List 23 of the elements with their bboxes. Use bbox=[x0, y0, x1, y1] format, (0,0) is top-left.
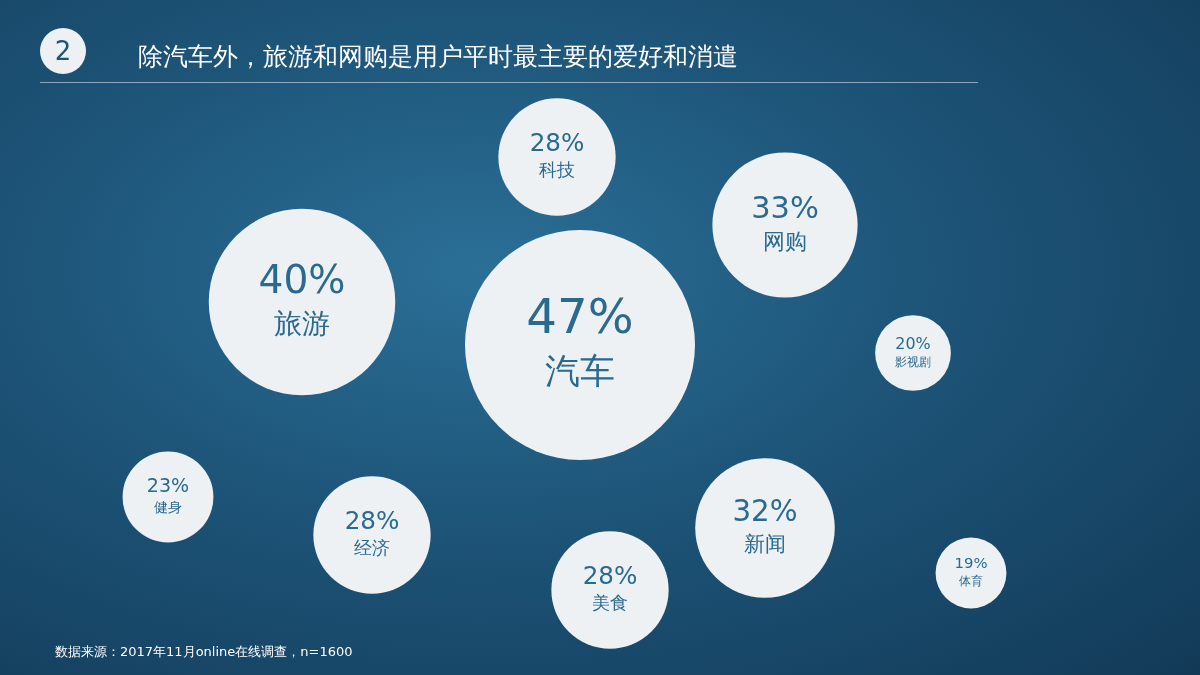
category-label: 影视剧 bbox=[895, 354, 931, 369]
data-label: 28% bbox=[529, 128, 585, 158]
category-label: 美食 bbox=[592, 593, 628, 614]
category-label: 旅游 bbox=[274, 306, 330, 340]
data-label: 28% bbox=[344, 506, 400, 536]
category-label: 经济 bbox=[354, 538, 390, 559]
category-label: 体育 bbox=[959, 574, 983, 589]
data-label: 40% bbox=[258, 256, 346, 302]
data-label: 19% bbox=[954, 554, 988, 573]
source-note: 数据来源：2017年11月online在线调查，n=1600 bbox=[55, 643, 353, 661]
category-label: 网购 bbox=[763, 228, 807, 254]
data-label: 23% bbox=[146, 474, 190, 497]
text: 除汽车外，旅游和网购是用户平时最主要的爱好和消遣 bbox=[138, 41, 738, 73]
data-label: 47% bbox=[526, 288, 634, 345]
category-label: 汽车 bbox=[545, 350, 615, 391]
data-label: 33% bbox=[751, 189, 819, 225]
text: 2 bbox=[40, 28, 86, 74]
category-label: 科技 bbox=[539, 160, 575, 181]
category-label: 新闻 bbox=[744, 532, 786, 557]
category-label: 健身 bbox=[154, 498, 182, 515]
data-label: 20% bbox=[895, 333, 931, 353]
data-label: 28% bbox=[582, 561, 638, 591]
data-label: 32% bbox=[732, 493, 798, 528]
